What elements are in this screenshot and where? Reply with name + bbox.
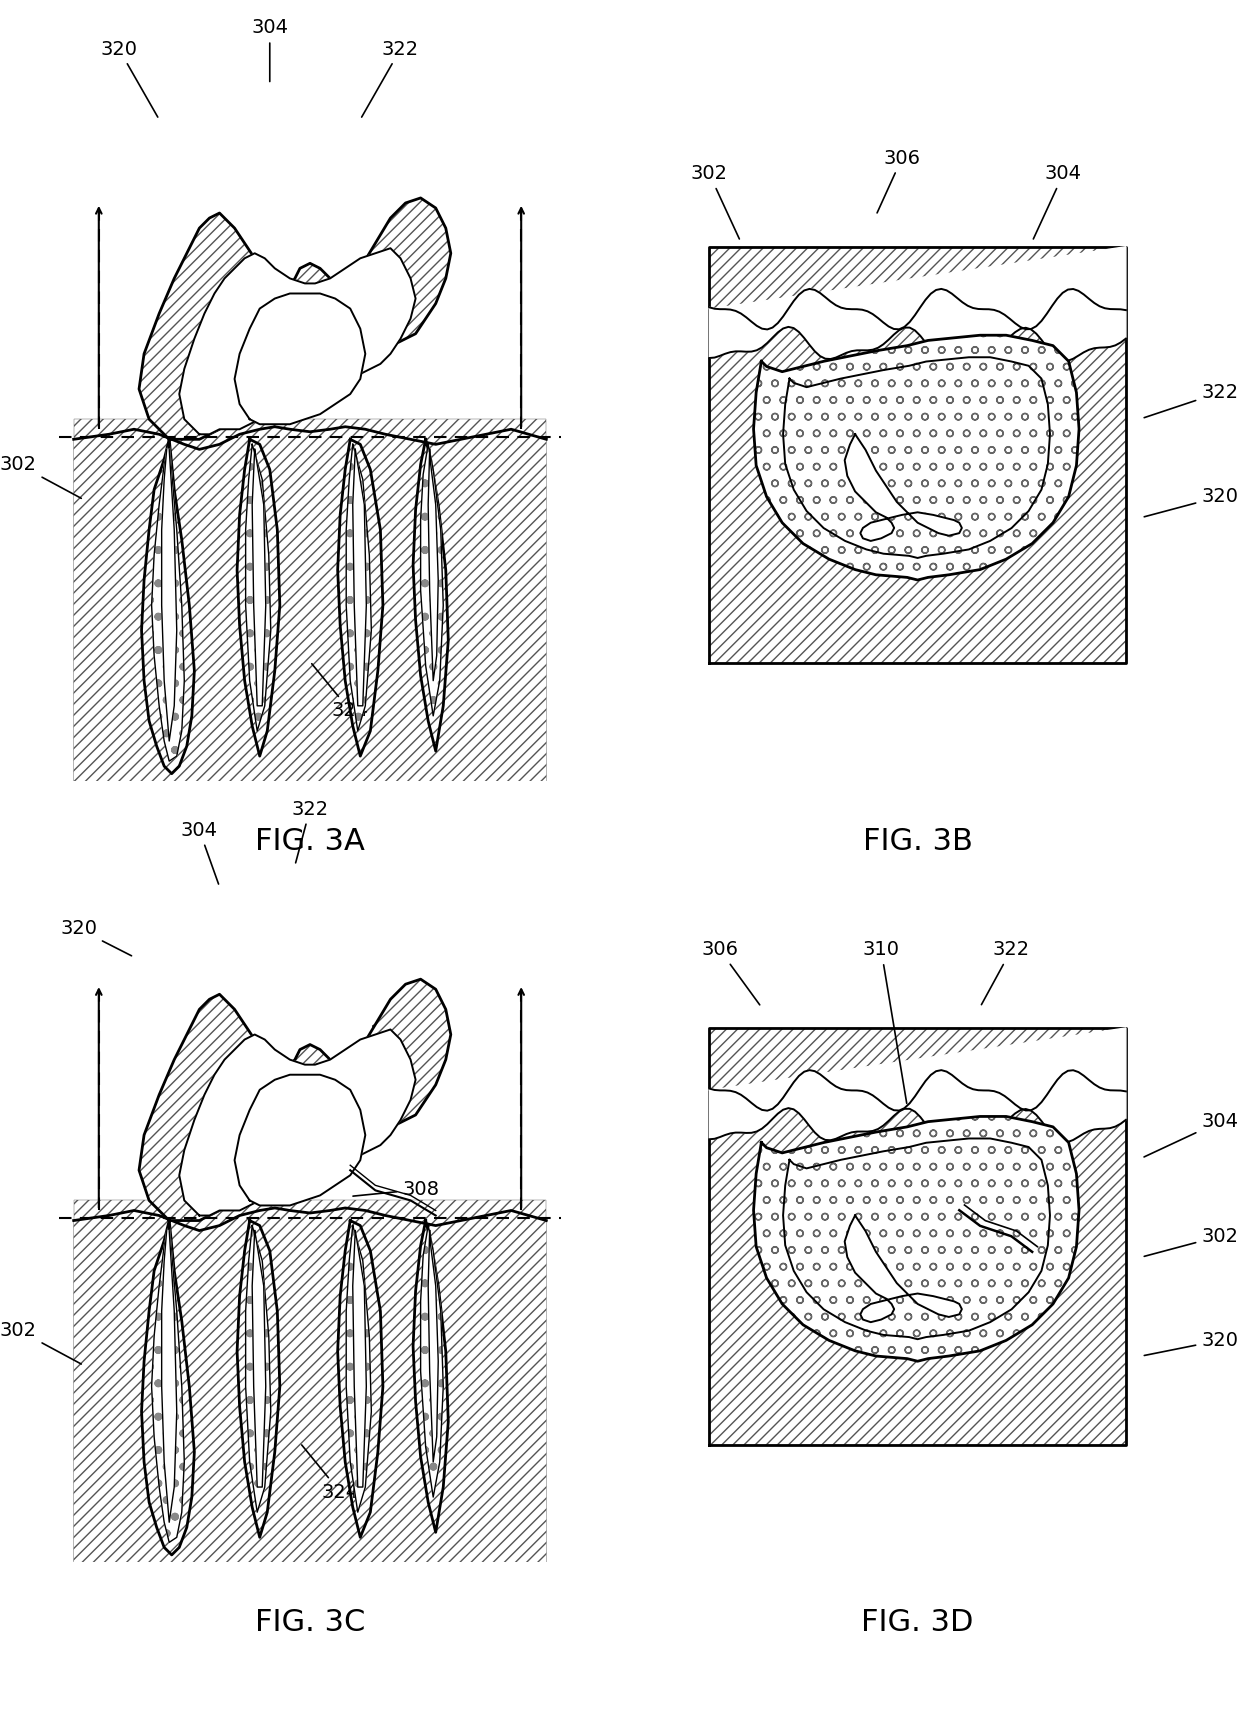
Polygon shape: [709, 247, 1126, 663]
Polygon shape: [237, 1221, 280, 1537]
Text: 304: 304: [1145, 1113, 1239, 1157]
Text: 302: 302: [691, 165, 739, 239]
Polygon shape: [73, 428, 547, 781]
Text: 320: 320: [61, 919, 131, 956]
Polygon shape: [352, 1231, 366, 1487]
Polygon shape: [139, 197, 451, 440]
Polygon shape: [73, 1200, 547, 1562]
Polygon shape: [180, 1030, 415, 1216]
Polygon shape: [709, 1028, 1126, 1444]
Polygon shape: [234, 294, 366, 424]
Text: FIG. 3C: FIG. 3C: [254, 1609, 366, 1636]
Polygon shape: [709, 247, 1126, 330]
Polygon shape: [73, 1209, 547, 1562]
Text: 322: 322: [291, 800, 329, 864]
Text: 304: 304: [252, 19, 288, 81]
Polygon shape: [139, 979, 451, 1221]
Text: 320: 320: [1145, 488, 1239, 517]
Text: FIG. 3D: FIG. 3D: [862, 1609, 973, 1636]
Polygon shape: [844, 1216, 962, 1322]
Text: FIG. 3A: FIG. 3A: [255, 828, 365, 855]
Polygon shape: [246, 445, 270, 731]
Polygon shape: [73, 419, 547, 781]
Text: 302: 302: [0, 455, 82, 498]
Text: 324: 324: [311, 664, 368, 721]
Polygon shape: [420, 445, 443, 716]
Text: 320: 320: [100, 39, 157, 117]
Polygon shape: [754, 1116, 1079, 1362]
Text: 322: 322: [981, 941, 1030, 1004]
Text: 306: 306: [877, 149, 920, 213]
Polygon shape: [420, 1226, 443, 1497]
Text: 322: 322: [362, 39, 419, 117]
Polygon shape: [151, 445, 185, 761]
Polygon shape: [413, 440, 449, 750]
Polygon shape: [346, 1226, 371, 1513]
Polygon shape: [346, 445, 371, 731]
Polygon shape: [161, 1231, 177, 1523]
Polygon shape: [237, 440, 280, 755]
Polygon shape: [337, 1221, 383, 1537]
Polygon shape: [709, 288, 1126, 361]
Text: 308: 308: [353, 1180, 439, 1198]
Polygon shape: [151, 1226, 185, 1542]
Text: 302: 302: [1145, 1226, 1239, 1257]
Polygon shape: [246, 1226, 270, 1513]
Polygon shape: [161, 450, 177, 742]
Polygon shape: [784, 357, 1050, 558]
Text: 324: 324: [301, 1446, 358, 1502]
Polygon shape: [141, 440, 195, 774]
Polygon shape: [141, 1221, 195, 1556]
Text: 320: 320: [1145, 1331, 1239, 1355]
Polygon shape: [754, 335, 1079, 580]
Polygon shape: [252, 1231, 265, 1487]
Polygon shape: [428, 1231, 438, 1461]
Text: 306: 306: [701, 941, 760, 1004]
Text: FIG. 3B: FIG. 3B: [863, 828, 972, 855]
Polygon shape: [413, 1221, 449, 1532]
Polygon shape: [252, 450, 265, 706]
Polygon shape: [844, 434, 962, 541]
Text: 304: 304: [1033, 165, 1083, 239]
Polygon shape: [180, 249, 415, 434]
Polygon shape: [428, 450, 438, 680]
Polygon shape: [337, 440, 383, 755]
Polygon shape: [709, 1028, 1126, 1111]
Polygon shape: [352, 450, 366, 706]
Text: 322: 322: [1145, 383, 1239, 417]
Polygon shape: [784, 1138, 1050, 1339]
Polygon shape: [709, 1070, 1126, 1142]
Text: 310: 310: [863, 941, 906, 1104]
Polygon shape: [234, 1075, 366, 1205]
Text: 310: 310: [373, 989, 439, 1027]
Text: 304: 304: [181, 821, 218, 884]
Text: 302: 302: [0, 1320, 82, 1363]
